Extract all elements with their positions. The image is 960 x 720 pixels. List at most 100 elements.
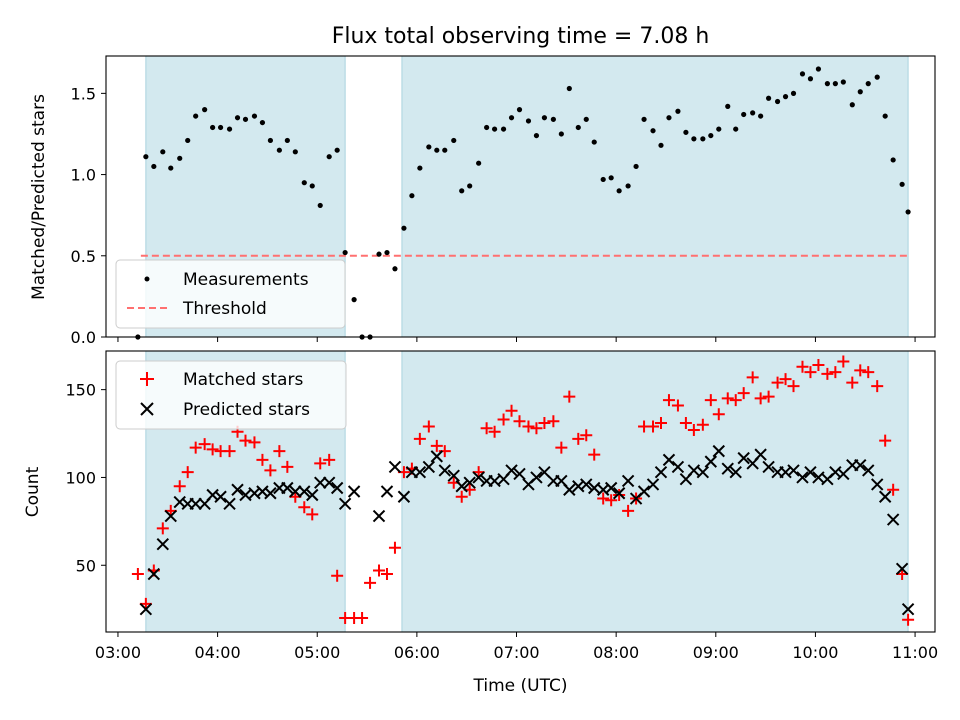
matched-star-point: [264, 464, 277, 477]
matched-star-point: [846, 376, 859, 389]
matched-star-point: [306, 508, 319, 521]
measurement-point: [342, 249, 348, 256]
matched-star-point: [762, 390, 775, 403]
predicted-star-point: [322, 476, 336, 489]
measurement-point: [700, 136, 706, 142]
bottom-axes-frame: [105, 350, 936, 633]
predicted-star-point: [696, 465, 710, 479]
measurement-point: [541, 115, 548, 121]
measurement-point: [451, 137, 457, 144]
measurement-point: [675, 108, 681, 114]
top-y-tick-label: 0.5: [71, 247, 96, 266]
predicted-star-point: [871, 478, 884, 491]
predicted-star-point: [513, 467, 526, 481]
predicted-star-point: [347, 485, 361, 498]
measurement-point: [899, 181, 905, 187]
measurement-point: [716, 126, 722, 132]
matched-star-point: [298, 501, 311, 514]
matched-star-point: [189, 441, 202, 454]
matched-star-point: [181, 466, 194, 479]
x-tick-label: 04:00: [195, 643, 241, 662]
predicted-star-point: [901, 602, 915, 616]
legend-predicted-label: Predicted stars: [183, 400, 310, 420]
matched-star-point: [771, 376, 784, 389]
measurement-point: [766, 95, 772, 101]
measurement-point: [799, 71, 806, 77]
matched-star-point: [796, 360, 809, 373]
matched-star-point: [356, 611, 369, 624]
matched-star-point: [622, 504, 635, 517]
matched-star-point: [522, 420, 535, 433]
predicted-star-point: [388, 460, 402, 474]
measurement-point: [832, 81, 838, 87]
predicted-star-point: [380, 485, 394, 498]
predicted-star-point: [455, 480, 468, 493]
x-tick-label: 07:00: [493, 643, 539, 662]
matched-star-point: [829, 366, 842, 379]
matched-star-point: [712, 408, 725, 421]
measurement-point: [177, 155, 183, 161]
measurement-point: [708, 132, 714, 139]
measurement-point: [434, 147, 440, 153]
predicted-star-point: [139, 602, 153, 616]
matched-star-point: [729, 394, 742, 407]
predicted-star-point: [214, 490, 227, 503]
predicted-star-point: [289, 485, 302, 498]
predicted-star-point: [306, 488, 319, 502]
predicted-star-point: [604, 481, 618, 495]
measurement-point: [566, 85, 572, 92]
measurement-point: [476, 160, 482, 166]
matched-star-point: [580, 429, 593, 442]
measurement-point: [226, 126, 233, 132]
matched-star-point: [323, 453, 336, 466]
predicted-star-point: [281, 481, 294, 495]
matched-star-point: [373, 564, 386, 577]
predicted-star-point: [646, 478, 660, 491]
predicted-star-point: [430, 450, 444, 463]
measurement-point: [666, 115, 672, 121]
x-tick-label: 10:00: [792, 643, 838, 662]
measurement-point: [857, 89, 863, 95]
predicted-star-point: [413, 465, 427, 479]
legend-predicted-marker: [140, 402, 154, 416]
measurement-point: [625, 183, 631, 189]
predicted-star-point: [762, 460, 775, 474]
predicted-star-point: [662, 453, 676, 467]
measurement-point: [334, 147, 340, 153]
measurement-point: [301, 180, 307, 186]
matched-star-point: [854, 364, 867, 377]
measurement-point: [575, 124, 581, 131]
matched-star-point: [671, 399, 684, 412]
measurement-point: [633, 163, 639, 170]
bottom-panel: 03:00 04:00 05:00 06:00 07:00 08:00 09:00 10:00…: [23, 350, 938, 696]
measurement-point: [151, 163, 157, 170]
matched-star-point: [779, 373, 792, 386]
top-legend: Measurements Threshold: [115, 259, 346, 329]
predicted-star-point: [737, 451, 750, 465]
measurement-point: [865, 81, 871, 87]
measurement-point: [658, 142, 664, 148]
measurement-point: [807, 76, 814, 82]
top-y-tick-label: 0.0: [71, 328, 96, 347]
predicted-star-point: [156, 537, 170, 551]
predicted-star-point: [886, 513, 900, 526]
chart-title: Flux total observing time = 7.08 h: [332, 24, 710, 49]
measurement-point: [750, 110, 756, 116]
measurement-point: [691, 136, 697, 142]
matched-star-point: [547, 415, 560, 428]
measurement-point: [782, 94, 789, 100]
predicted-star-point: [637, 485, 651, 498]
measurement-point: [442, 147, 448, 153]
matched-star-point: [281, 460, 294, 473]
predicted-star-point: [472, 471, 485, 484]
predicted-star-point: [612, 487, 626, 500]
observing-window: [401, 350, 909, 633]
x-tick-label: 05:00: [294, 643, 340, 662]
matched-star-point: [654, 417, 667, 430]
x-axis-label: Time (UTC): [473, 676, 568, 696]
matched-star-point: [687, 424, 700, 437]
legend-threshold-label: Threshold: [182, 299, 267, 319]
observing-window: [401, 55, 909, 338]
matched-star-point: [746, 371, 759, 384]
